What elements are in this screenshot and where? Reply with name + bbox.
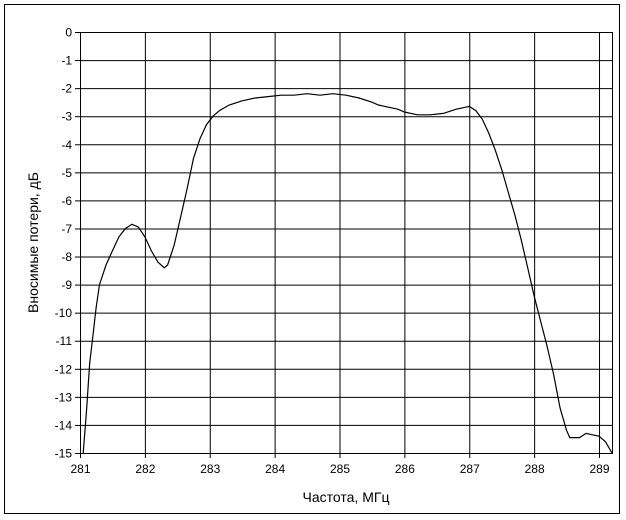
x-tick-label: 282 bbox=[135, 462, 155, 476]
y-tick-label: -12 bbox=[55, 362, 73, 376]
x-tick-label: 285 bbox=[330, 462, 350, 476]
x-tick-label: 288 bbox=[525, 462, 545, 476]
y-tick-label: -6 bbox=[61, 194, 72, 208]
y-tick-label: -13 bbox=[55, 390, 73, 404]
axis-ticks: 0 -1 -2 -3 -4 -5 -6 -7 -8 -9 -10 -11 -12 -13 -14 -15281… bbox=[55, 26, 610, 477]
x-tick-label: 286 bbox=[395, 462, 415, 476]
x-tick-label: 283 bbox=[200, 462, 220, 476]
series-line bbox=[82, 93, 613, 454]
y-tick-label: -14 bbox=[55, 418, 73, 432]
x-tick-label: 287 bbox=[460, 462, 480, 476]
y-tick-label: -2 bbox=[61, 82, 72, 96]
y-tick-label: -10 bbox=[55, 306, 73, 320]
y-tick-label: -4 bbox=[61, 138, 72, 152]
y-axis-label: Вносимые потери, дБ bbox=[25, 172, 41, 313]
y-tick-label: -1 bbox=[61, 54, 72, 68]
y-tick-label: -8 bbox=[61, 250, 72, 264]
y-tick-label: -9 bbox=[61, 278, 72, 292]
plot-area bbox=[80, 32, 613, 454]
x-tick-label: 289 bbox=[590, 462, 610, 476]
y-tick-label: 0 bbox=[65, 26, 72, 40]
x-axis-label: Частота, МГц bbox=[303, 489, 390, 505]
y-tick-label: -7 bbox=[61, 222, 72, 236]
y-tick-label: -15 bbox=[55, 447, 73, 461]
y-tick-label: -5 bbox=[61, 166, 72, 180]
x-tick-label: 284 bbox=[265, 462, 285, 476]
x-tick-label: 281 bbox=[70, 462, 90, 476]
y-tick-label: -11 bbox=[56, 334, 73, 348]
y-tick-label: -3 bbox=[61, 110, 72, 124]
